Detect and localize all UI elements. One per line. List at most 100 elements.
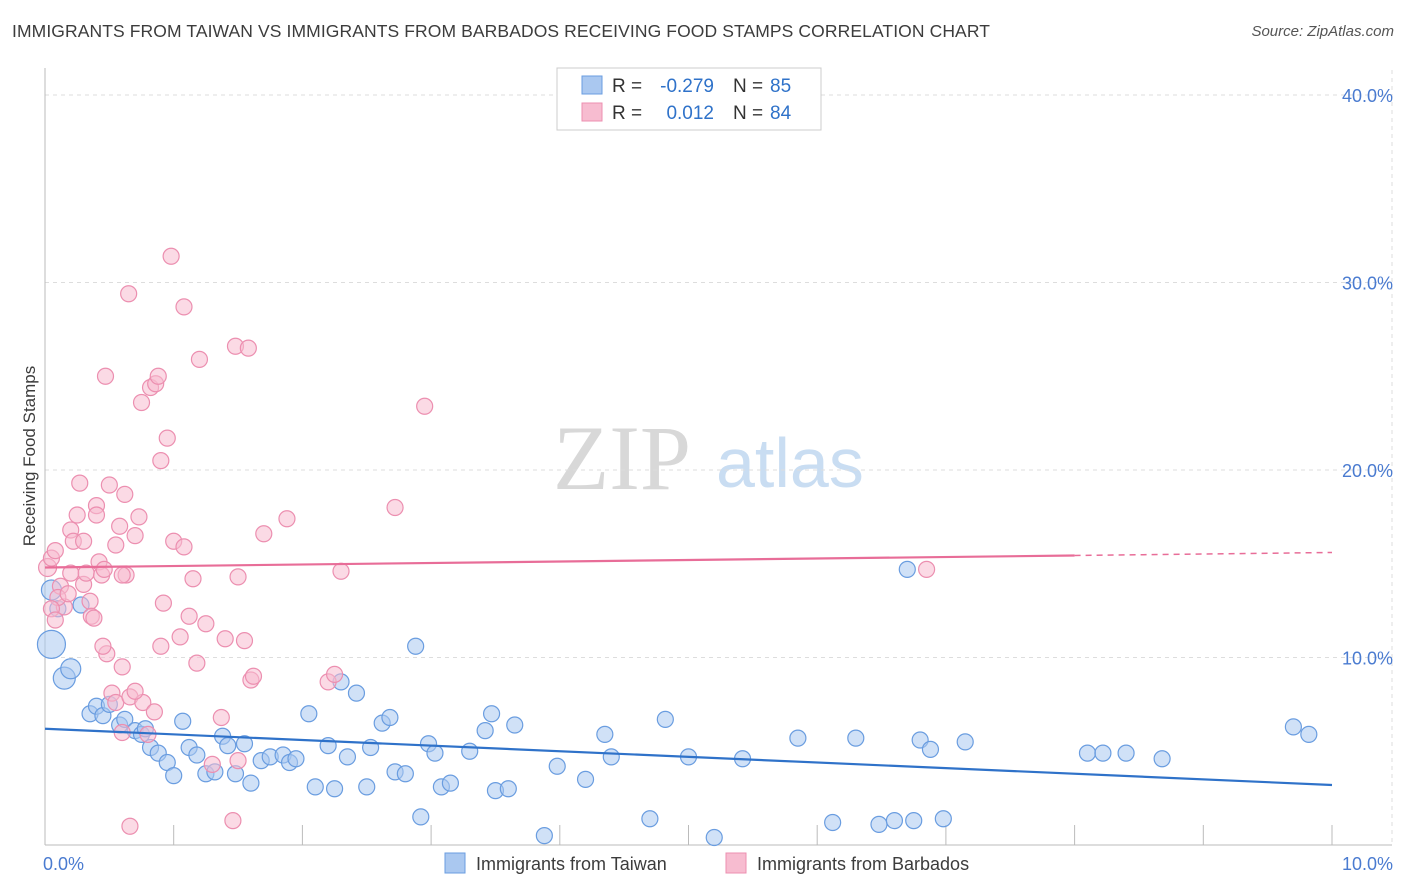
data-point bbox=[184, 570, 202, 588]
data-point bbox=[921, 740, 940, 758]
data-point bbox=[898, 560, 916, 578]
data-point bbox=[188, 654, 206, 672]
trend-lines bbox=[44, 551, 1333, 787]
data-point bbox=[126, 682, 144, 700]
stats-box: R = -0.279 N = 85 R = 0.012 N = 84 bbox=[556, 67, 822, 131]
data-point bbox=[870, 815, 888, 833]
grid-lines bbox=[45, 70, 1393, 845]
data-point bbox=[94, 637, 112, 655]
stats-n-label-2: N = bbox=[733, 103, 763, 124]
trend-line-barbados bbox=[44, 554, 1075, 569]
data-point bbox=[287, 750, 305, 768]
data-point bbox=[482, 705, 501, 723]
y-tick-label: 10.0% bbox=[1342, 649, 1393, 669]
data-point bbox=[145, 703, 163, 721]
data-point bbox=[175, 538, 193, 556]
data-point bbox=[190, 350, 209, 368]
data-point bbox=[407, 637, 425, 655]
data-point bbox=[235, 735, 254, 753]
data-point bbox=[95, 560, 113, 578]
data-point bbox=[175, 298, 193, 316]
data-point bbox=[171, 628, 189, 646]
data-point bbox=[596, 725, 614, 743]
data-point bbox=[235, 632, 254, 650]
data-point bbox=[548, 757, 566, 775]
data-point bbox=[325, 665, 344, 683]
data-point bbox=[107, 536, 125, 554]
data-point bbox=[216, 630, 234, 648]
data-point bbox=[535, 827, 553, 845]
data-point bbox=[347, 684, 366, 702]
data-point bbox=[332, 562, 350, 580]
data-point bbox=[239, 339, 257, 357]
data-point bbox=[412, 808, 430, 826]
y-axis-label: Receiving Food Stamps bbox=[20, 366, 39, 546]
watermark-zip: ZIP bbox=[553, 407, 691, 509]
trend-line-taiwan bbox=[44, 727, 1333, 787]
y-tick-label: 30.0% bbox=[1342, 274, 1393, 294]
data-point bbox=[476, 722, 494, 740]
data-point bbox=[152, 637, 170, 655]
data-point bbox=[1284, 718, 1302, 736]
data-point bbox=[325, 780, 344, 798]
data-point bbox=[306, 778, 324, 796]
data-point bbox=[576, 770, 595, 788]
data-point bbox=[386, 498, 404, 517]
stats-n-label-1: N = bbox=[733, 76, 763, 97]
legend-label-barbados: Immigrants from Barbados bbox=[757, 854, 969, 874]
data-point bbox=[120, 285, 138, 303]
stats-r-label-2: R = bbox=[612, 103, 642, 124]
series-taiwan bbox=[36, 560, 1318, 847]
data-point bbox=[300, 705, 318, 723]
data-point bbox=[158, 429, 176, 447]
data-point bbox=[149, 367, 167, 385]
data-point bbox=[68, 506, 86, 524]
data-point bbox=[229, 568, 247, 586]
data-point bbox=[113, 566, 131, 584]
data-point bbox=[162, 247, 180, 265]
data-point bbox=[381, 708, 399, 727]
data-point bbox=[242, 774, 260, 792]
data-point bbox=[154, 594, 173, 612]
legend-label-taiwan: Immigrants from Taiwan bbox=[476, 854, 667, 874]
data-point bbox=[956, 733, 974, 751]
data-point bbox=[705, 828, 723, 847]
data-point bbox=[100, 476, 118, 494]
data-point bbox=[506, 716, 524, 734]
data-point bbox=[641, 810, 659, 828]
data-point bbox=[116, 485, 134, 503]
data-point bbox=[338, 748, 357, 766]
data-point bbox=[396, 765, 414, 783]
legend: Immigrants from Taiwan Immigrants from B… bbox=[444, 852, 969, 874]
data-point bbox=[499, 780, 517, 798]
data-point bbox=[656, 710, 674, 728]
stats-r-label-1: R = bbox=[612, 76, 642, 97]
data-point bbox=[224, 812, 242, 830]
data-point bbox=[824, 813, 842, 832]
data-point bbox=[1094, 744, 1112, 762]
y-tick-labels: 10.0% 20.0% 30.0% 40.0% bbox=[1342, 86, 1393, 669]
data-point bbox=[212, 708, 230, 727]
y-tick-label: 40.0% bbox=[1342, 86, 1393, 106]
data-point bbox=[426, 744, 444, 762]
stats-r-value-2: 0.012 bbox=[666, 103, 714, 124]
stats-swatch-taiwan bbox=[581, 75, 603, 95]
stats-swatch-barbados bbox=[581, 102, 603, 122]
data-point bbox=[46, 611, 64, 629]
data-point bbox=[244, 667, 263, 685]
data-point bbox=[75, 532, 93, 550]
y-tick-label: 20.0% bbox=[1342, 461, 1393, 481]
stats-n-value-2: 84 bbox=[770, 103, 792, 124]
data-point bbox=[197, 615, 215, 633]
data-point bbox=[255, 525, 273, 543]
data-point bbox=[847, 729, 865, 747]
data-point bbox=[81, 592, 99, 610]
data-point bbox=[96, 367, 115, 385]
x-tick-label: 10.0% bbox=[1342, 854, 1393, 874]
data-point bbox=[905, 812, 923, 830]
data-point bbox=[59, 585, 77, 603]
stats-n-value-1: 85 bbox=[770, 76, 791, 97]
legend-swatch-taiwan bbox=[444, 852, 466, 874]
data-point bbox=[121, 817, 139, 835]
chart-title: IMMIGRANTS FROM TAIWAN VS IMMIGRANTS FRO… bbox=[12, 21, 991, 41]
